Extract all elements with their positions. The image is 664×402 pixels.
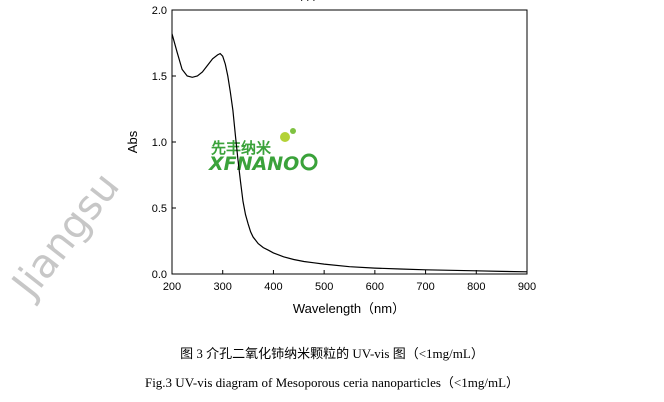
x-tick-label: 300 [214,281,232,293]
x-tick-label: 500 [315,281,333,293]
x-axis-title: Wavelength（nm） [293,301,405,316]
absorbance-curve [171,33,528,273]
y-axis-title: Abs [125,130,140,153]
x-axis-ticks: 200 300 400 500 600 700 800 900 [163,270,536,293]
caption-chinese: 图 3 介孔二氧化铈纳米颗粒的 UV-vis 图（<1mg/mL） [180,346,484,361]
side-watermark-text: Jiangsu [2,164,129,308]
cropped-top-text: · · · [300,0,316,6]
logo-bubble-icon [290,128,296,134]
caption-english: Fig.3 UV-vis diagram of Mesoporous ceria… [144,375,520,390]
x-tick-label: 200 [163,281,181,293]
y-tick-label: 1.5 [152,71,167,83]
logo-english-text: XFNANO [208,153,299,175]
xfnano-logo: 先丰纳米 XFNANO [208,128,318,175]
logo-chinese-text: 先丰纳米 [211,139,272,157]
x-tick-label: 600 [366,281,384,293]
logo-ring-icon [300,153,318,171]
y-tick-label: 0.5 [152,203,167,215]
x-tick-label: 400 [264,281,282,293]
x-tick-label: 700 [416,281,434,293]
y-tick-label: 2.0 [152,5,167,17]
y-tick-label: 1.0 [152,137,167,149]
y-axis-ticks: 0.0 0.5 1.0 1.5 2.0 [152,5,176,281]
logo-bubble-icon [280,132,290,142]
x-tick-label: 900 [518,281,536,293]
y-tick-label: 0.0 [152,269,167,281]
x-tick-label: 800 [467,281,485,293]
